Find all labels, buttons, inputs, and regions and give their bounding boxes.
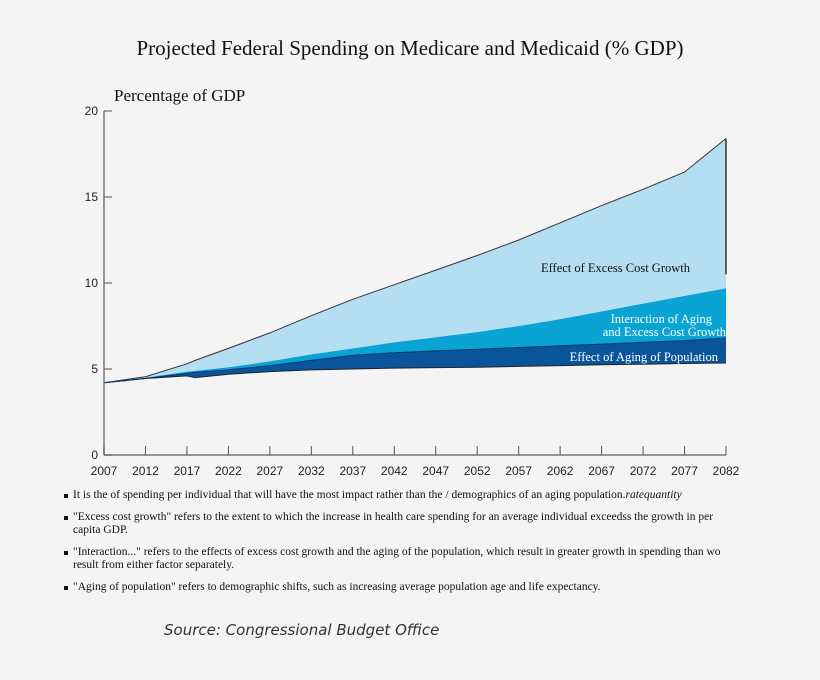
x-tick-label: 2027 <box>257 464 284 478</box>
area-band-0 <box>104 338 726 383</box>
x-tick-label: 2072 <box>630 464 657 478</box>
chart-plot: 0 5 10 15 20 2007 2012 2017 2022 2027 2032 2037 2042… <box>85 104 740 478</box>
series-label: Interaction of Aging <box>611 312 713 326</box>
footnote-text: capita GDP. <box>73 524 128 536</box>
x-tick-label: 2037 <box>339 464 366 478</box>
x-tick-label: 2017 <box>174 464 201 478</box>
y-tick-label: 0 <box>91 448 98 462</box>
footnote-italic-text: ratequantity <box>625 489 682 501</box>
footnote-text: "Interaction..." refers to the effects o… <box>73 546 721 558</box>
x-tick-label: 2032 <box>298 464 325 478</box>
series-label: and Excess Cost Growth <box>603 325 727 339</box>
top-line <box>103 138 727 384</box>
footnote: "Excess cost growth" refers to the exten… <box>64 511 754 537</box>
series-label: Effect of Aging of Population <box>570 350 719 364</box>
footnote-text: result from either factor separately. <box>73 559 235 571</box>
x-tick-label: 2082 <box>713 464 740 478</box>
footnotes: It is the of spending per individual tha… <box>64 489 754 603</box>
x-tick-label: 2067 <box>588 464 615 478</box>
footnote-text: "Aging of population" refers to demograp… <box>73 581 601 593</box>
x-tick-label: 2042 <box>381 464 408 478</box>
source-note: Source: Congressional Budget Office <box>164 621 440 639</box>
y-axis-label: Percentage of GDP <box>114 86 246 105</box>
footnote-text: It is the of spending per individual tha… <box>73 489 626 501</box>
x-tick-label: 2012 <box>132 464 159 478</box>
y-tick-label: 5 <box>91 362 98 376</box>
y-tick-label: 15 <box>85 190 99 204</box>
x-tick-label: 2007 <box>91 464 118 478</box>
y-tick-label: 20 <box>85 104 99 118</box>
footnote: "Aging of population" refers to demograp… <box>64 581 754 594</box>
footnote-text: "Excess cost growth" refers to the exten… <box>73 511 714 523</box>
footnote: "Interaction..." refers to the effects o… <box>64 546 754 572</box>
x-tick-label: 2047 <box>422 464 449 478</box>
x-tick-label: 2062 <box>547 464 574 478</box>
area-band-2 <box>104 138 726 383</box>
x-tick-label: 2052 <box>464 464 491 478</box>
x-tick-label: 2022 <box>215 464 242 478</box>
x-tick-label: 2057 <box>505 464 532 478</box>
footnote: It is the of spending per individual tha… <box>64 489 754 502</box>
x-tick-label: 2077 <box>671 464 698 478</box>
area-band-1 <box>104 288 726 383</box>
y-tick-label: 10 <box>85 276 99 290</box>
baseline-line <box>103 362 727 384</box>
aging-line <box>103 337 727 384</box>
series-label: Effect of Excess Cost Growth <box>541 261 691 275</box>
chart-title: Projected Federal Spending on Medicare a… <box>136 36 684 60</box>
